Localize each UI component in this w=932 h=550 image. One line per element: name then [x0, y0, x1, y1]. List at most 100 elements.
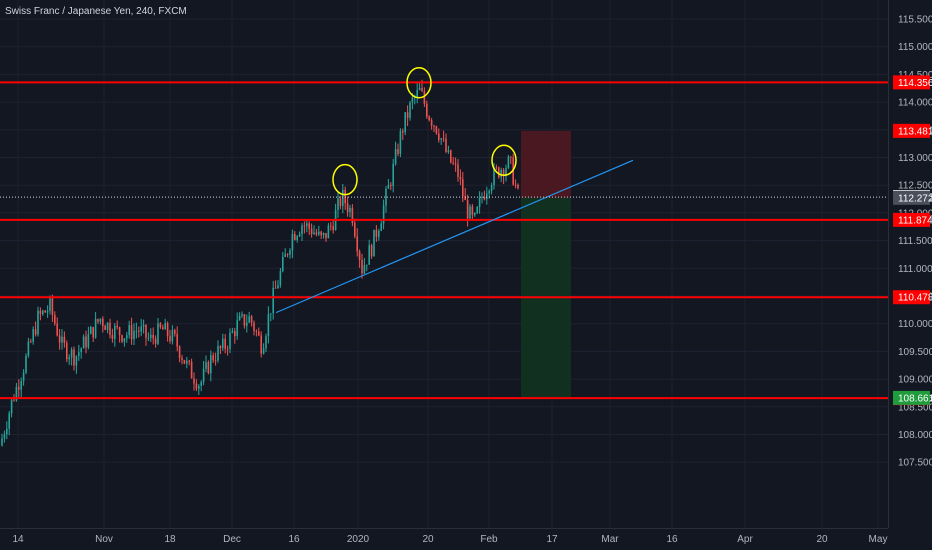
candle-body: [150, 334, 152, 338]
level-price-label: 110.478: [898, 293, 932, 304]
candle-body: [502, 169, 505, 177]
resistance-levels[interactable]: [0, 81, 888, 400]
entry-price-label-bg: [893, 190, 930, 205]
candle-body: [87, 334, 90, 348]
candle-body: [154, 338, 157, 344]
candle-body: [303, 225, 306, 227]
candle-body: [85, 336, 87, 348]
candle-body: [337, 198, 339, 211]
candle-body: [399, 131, 402, 154]
candle-body: [121, 335, 123, 342]
candle-body: [284, 254, 286, 257]
candle-body: [382, 205, 385, 224]
candle-body: [25, 355, 27, 373]
candle-body: [159, 323, 162, 328]
candle-body: [490, 185, 493, 191]
candle-body: [409, 102, 411, 118]
x-tick-label: Mar: [601, 534, 619, 545]
candle-body: [500, 169, 502, 178]
candle-body: [133, 330, 135, 340]
candle-body: [346, 203, 349, 212]
candle-body: [202, 368, 205, 383]
y-tick-label: 109.000: [898, 375, 932, 386]
y-tick-label: 115.500: [898, 15, 932, 26]
candle-body: [498, 167, 500, 178]
candle-body: [37, 310, 39, 335]
candle-body: [368, 245, 370, 265]
candle-body: [126, 335, 128, 339]
candle-body: [68, 357, 70, 360]
x-tick-label: 20: [816, 534, 828, 545]
candle-body: [397, 149, 399, 154]
candle-body: [193, 378, 195, 384]
candle-body: [339, 198, 342, 206]
x-tick-label: 20: [422, 534, 434, 545]
candle-body: [286, 254, 289, 255]
trendline[interactable]: [275, 159, 634, 314]
candle-body: [279, 271, 282, 286]
candle-body: [32, 329, 34, 342]
candle-body: [260, 335, 262, 354]
candle-body: [200, 382, 202, 386]
candle-body: [476, 207, 478, 214]
candle-body: [270, 313, 272, 315]
target-price-label-bg: [893, 390, 930, 405]
x-tick-label: Feb: [480, 534, 498, 545]
candle-body: [10, 399, 13, 414]
candle-body: [435, 126, 438, 134]
candle-body: [109, 322, 111, 335]
candle-body: [140, 326, 142, 332]
candle-body: [344, 189, 346, 204]
candle-body: [178, 346, 181, 359]
level-price-label-bg: [893, 290, 930, 305]
candle-body: [94, 319, 97, 338]
candle-body: [66, 343, 68, 360]
candles: [1, 79, 519, 447]
candle-body: [296, 236, 298, 240]
y-tick-label: 112.500: [898, 181, 932, 192]
y-tick-label: 114.000: [898, 98, 932, 109]
candle-body: [22, 372, 25, 382]
candle-body: [351, 207, 354, 224]
y-tick-label: 111.500: [898, 236, 932, 247]
candle-body: [440, 138, 442, 140]
candle-body: [421, 87, 423, 91]
y-tick-label: 113.000: [898, 153, 932, 164]
x-tick-label: Dec: [223, 534, 241, 545]
candle-body: [99, 318, 102, 322]
time-axis[interactable]: 14 Nov 18 Dec 16 2020 20 Feb 17 Mar 16 Apr 20 May: [12, 534, 887, 545]
candle-body: [164, 323, 166, 330]
price-labels: 114.356111.874110.478108.656113.481112.2…: [893, 75, 932, 406]
candle-body: [181, 358, 183, 361]
candle-body: [145, 324, 147, 338]
candle-body: [375, 229, 378, 237]
candle-body: [63, 336, 66, 344]
candle-body: [171, 330, 174, 342]
candle-body: [301, 225, 303, 235]
x-tick-label: 16: [288, 534, 300, 545]
candle-body: [106, 322, 109, 331]
candle-body: [51, 298, 54, 315]
candle-body: [452, 162, 454, 164]
candle-body: [325, 232, 327, 239]
candle-body: [162, 327, 164, 330]
candle-body: [308, 223, 310, 229]
candle-body: [174, 330, 176, 334]
candle-body: [18, 386, 20, 390]
candle-body: [306, 223, 308, 227]
candle-body: [454, 163, 457, 165]
candle-body: [147, 337, 150, 339]
candle-body: [102, 318, 104, 326]
y-tick-label: 109.500: [898, 347, 932, 358]
candle-body: [205, 362, 207, 369]
candle-body: [358, 251, 361, 260]
candle-body: [385, 188, 387, 206]
candle-body: [186, 360, 188, 364]
candle-body: [486, 193, 488, 200]
candle-body: [426, 103, 428, 117]
candle-body: [262, 348, 265, 354]
candle-body: [152, 334, 154, 339]
candle-body: [298, 234, 301, 237]
x-tick-label: Apr: [737, 534, 753, 545]
